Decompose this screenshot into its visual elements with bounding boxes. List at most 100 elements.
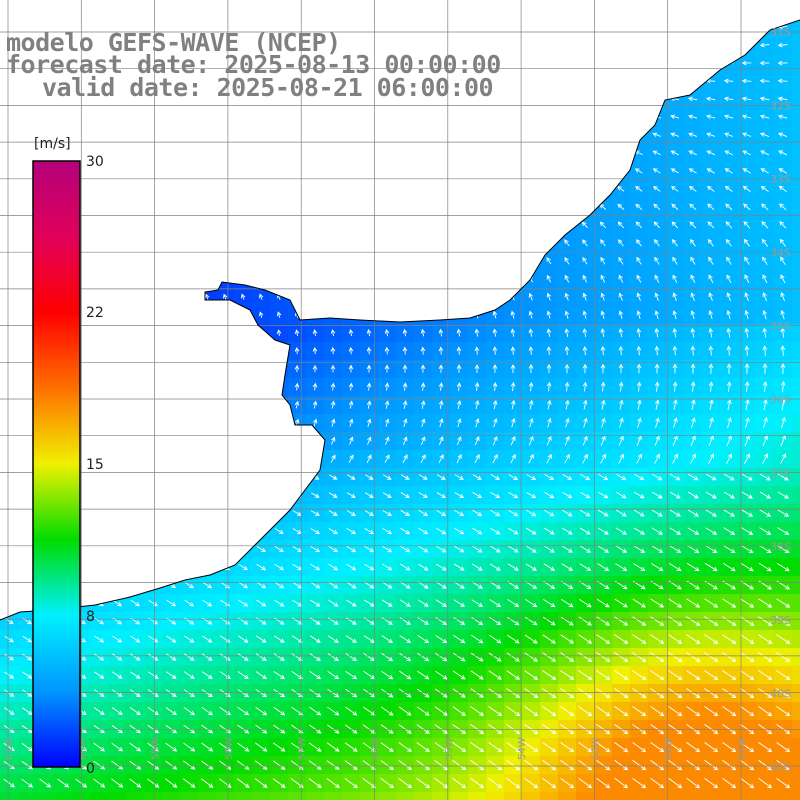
wind-arrow (330, 400, 336, 409)
latitude-label: 35S (770, 320, 791, 333)
wind-arrow (438, 292, 444, 301)
wind-arrow (580, 24, 589, 30)
wind-arrow (418, 563, 429, 571)
field-cell (270, 180, 289, 199)
wind-arrow (456, 310, 462, 319)
wind-arrow (452, 670, 466, 680)
field-cell (522, 20, 541, 37)
wind-arrow (544, 114, 553, 120)
wind-arrow (652, 24, 662, 30)
wind-arrow (654, 274, 660, 283)
wind-arrow (150, 419, 156, 427)
wind-arrow (399, 581, 411, 589)
field-cell (342, 0, 361, 19)
longitude-label: 58W (224, 737, 235, 760)
field-cell (576, 126, 595, 145)
wind-arrow (709, 417, 714, 429)
wind-arrow (167, 528, 176, 534)
field-cell (252, 270, 271, 289)
wind-arrow (762, 453, 769, 465)
wind-arrow (760, 150, 770, 156)
field-cell (252, 234, 271, 253)
field-cell (432, 792, 451, 800)
wind-arrow (276, 311, 282, 318)
field-cell (0, 468, 19, 487)
field-cell (198, 144, 217, 163)
wind-arrow (420, 454, 426, 464)
wind-arrow (330, 204, 336, 210)
wind-arrow (347, 24, 355, 30)
wind-arrow (740, 688, 755, 699)
field-cell (666, 54, 685, 73)
latitude-label: 32S (770, 100, 791, 113)
wind-arrow (561, 527, 573, 535)
wind-arrow (93, 778, 106, 788)
coastline (0, 19, 800, 621)
wind-arrow (402, 328, 408, 337)
field-cell (486, 20, 505, 37)
field-cell (792, 216, 800, 235)
wind-arrow (722, 652, 737, 662)
field-cell (126, 0, 145, 19)
wind-arrow (114, 383, 120, 390)
wind-arrow (258, 347, 264, 354)
wind-arrow (364, 42, 373, 48)
wind-arrow (438, 382, 444, 391)
field-cell (504, 162, 523, 181)
field-cell (792, 468, 800, 487)
wind-arrow (726, 363, 732, 374)
field-cell (342, 162, 361, 181)
field-cell (270, 198, 289, 217)
wind-arrow (489, 599, 502, 607)
wind-arrow (708, 453, 715, 464)
wind-arrow (384, 382, 390, 391)
wind-arrow (438, 275, 444, 283)
field-cell (792, 360, 800, 379)
wind-arrow (165, 778, 178, 788)
field-cell (684, 0, 703, 19)
wind-arrow (705, 527, 718, 535)
field-cell (0, 432, 19, 451)
field-cell (792, 378, 800, 397)
field-cell (792, 630, 800, 649)
wind-arrow (598, 168, 607, 174)
wind-arrow (203, 114, 210, 120)
wind-arrow (723, 96, 734, 102)
wind-arrow (705, 96, 716, 102)
wind-arrow (438, 346, 444, 355)
field-cell (540, 72, 559, 91)
wind-arrow (25, 311, 30, 318)
wind-arrow (596, 777, 611, 789)
field-cell (720, 36, 739, 55)
field-cell (126, 216, 145, 235)
wind-arrow (204, 222, 210, 228)
wind-arrow (528, 364, 534, 374)
field-cell (306, 180, 325, 199)
field-cell (486, 234, 505, 253)
wind-arrow (776, 670, 791, 681)
field-cell (414, 216, 433, 235)
field-cell (360, 0, 379, 19)
wind-arrow (112, 564, 122, 570)
field-cell (630, 36, 649, 55)
wind-arrow (508, 78, 517, 84)
wind-arrow (4, 707, 15, 715)
wind-arrow (689, 238, 696, 247)
field-cell (666, 792, 685, 800)
field-cell (792, 90, 800, 109)
field-cell (0, 126, 19, 145)
field-cell (792, 774, 800, 793)
wind-arrow (168, 419, 174, 427)
colorbar-tick-0: 0 (86, 761, 95, 777)
wind-arrow (184, 528, 194, 534)
field-cell (216, 306, 235, 325)
field-cell (576, 20, 595, 37)
wind-arrow (5, 96, 12, 102)
wind-arrow (348, 293, 354, 301)
wind-arrow (492, 364, 498, 373)
wind-arrow (385, 436, 390, 445)
wind-arrow (650, 706, 665, 717)
wind-arrow (565, 417, 570, 428)
wind-arrow (510, 381, 516, 392)
